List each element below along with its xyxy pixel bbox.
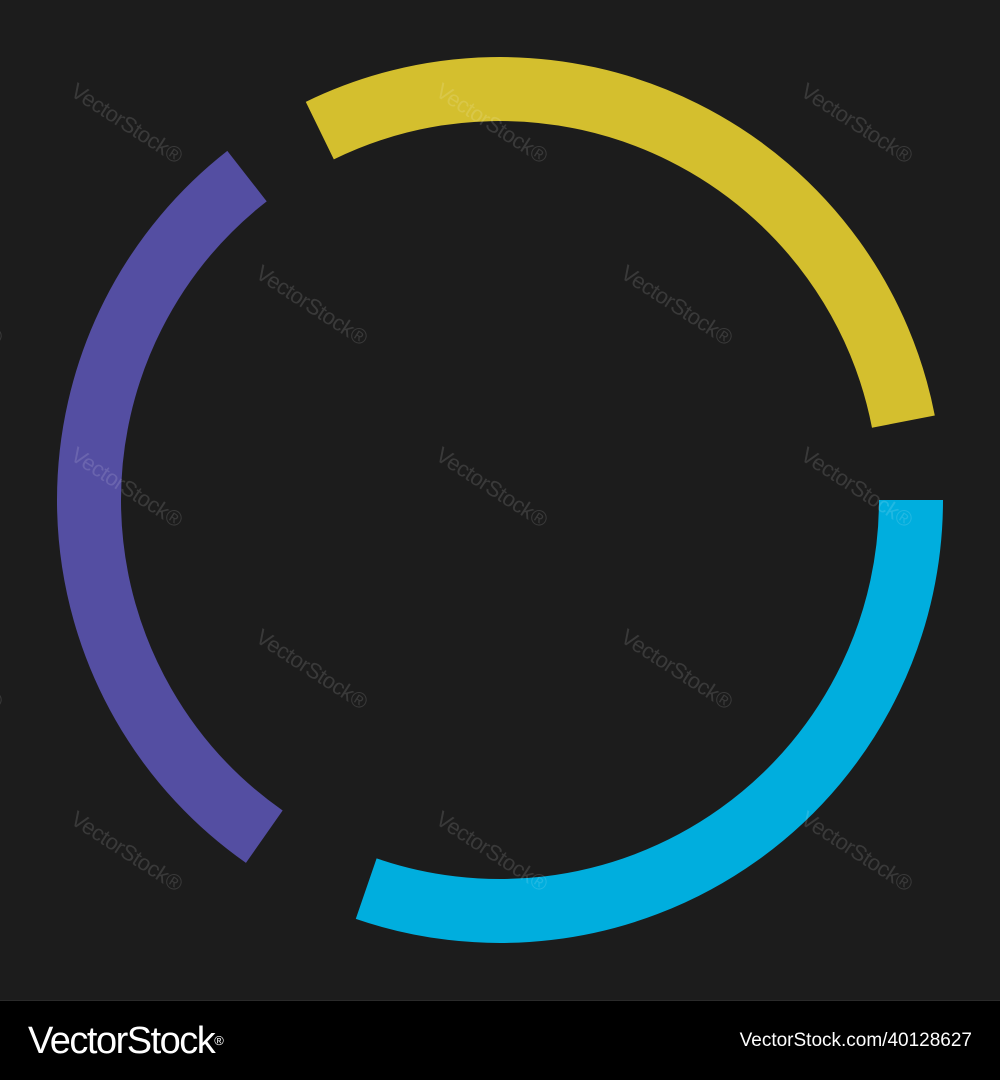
segmented-ring — [57, 57, 943, 943]
artwork-canvas: VectorStock® VectorStock® VectorStock® Vect… — [0, 57, 943, 943]
registered-mark: ® — [214, 1033, 224, 1048]
vectorstock-logo: VectorStock® — [28, 1019, 224, 1063]
yellow-arc — [305, 57, 935, 428]
footer-bar: VectorStock® VectorStock.com/40128627 — [0, 1000, 1000, 1080]
image-credit: VectorStock.com/40128627 — [739, 1030, 972, 1051]
purple-arc — [57, 150, 283, 863]
logo-text: VectorStock — [28, 1020, 216, 1062]
blue-arc — [355, 499, 943, 943]
